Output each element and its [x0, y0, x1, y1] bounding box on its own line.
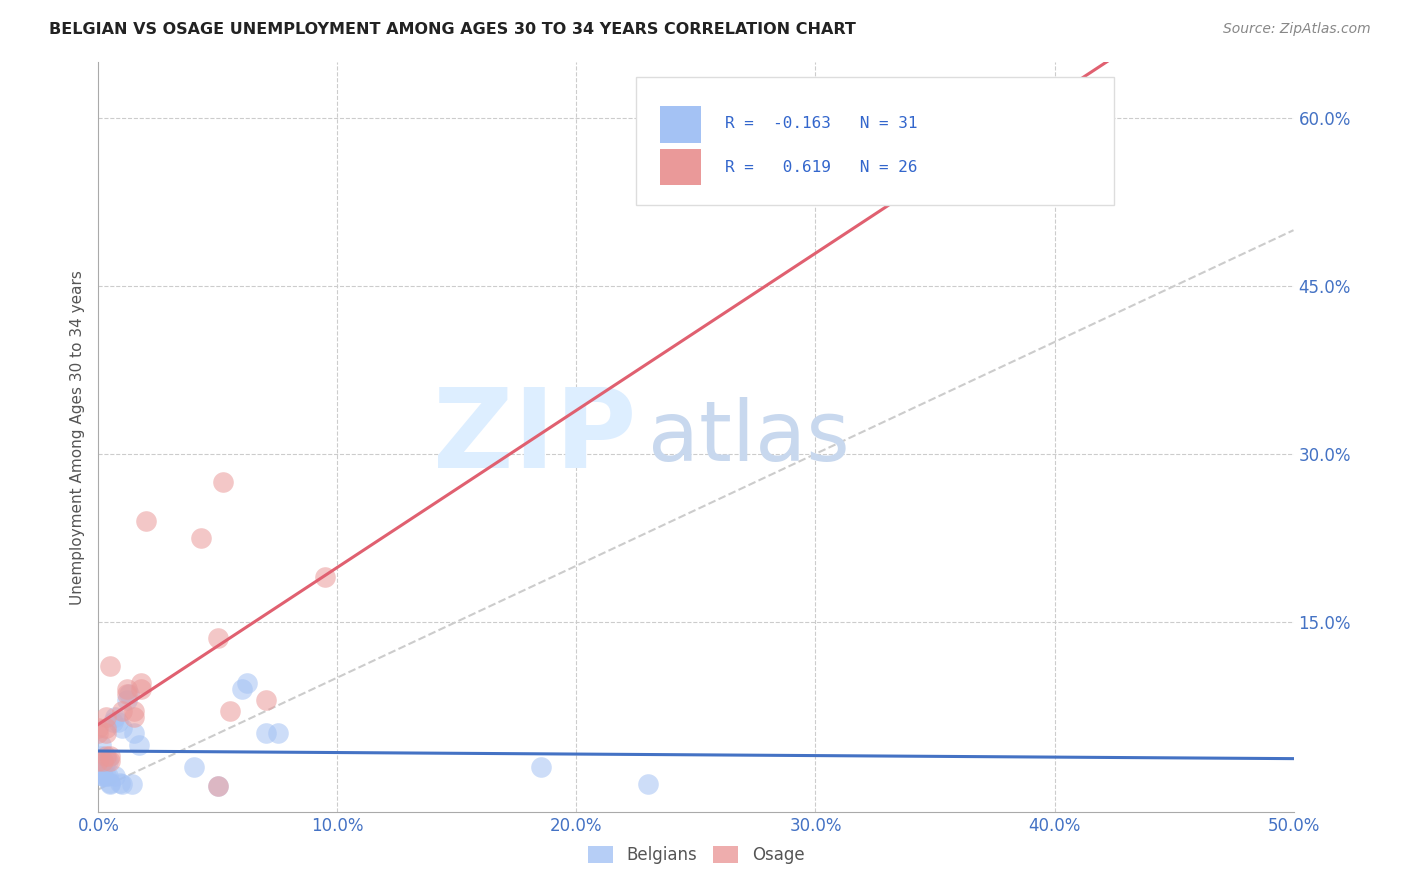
Point [121, 777, 143, 791]
Point [94, 726, 117, 740]
Point [190, 531, 212, 545]
Point [94, 748, 117, 763]
Point [111, 777, 134, 791]
Point [124, 704, 146, 718]
Point [183, 760, 205, 774]
Point [101, 715, 124, 730]
Point [87, 755, 110, 769]
Legend: Belgians, Osage: Belgians, Osage [581, 839, 811, 871]
Point [135, 514, 157, 528]
Text: ZIP: ZIP [433, 384, 637, 491]
Point [637, 777, 659, 791]
Point [231, 681, 253, 696]
Point [87, 765, 110, 780]
FancyBboxPatch shape [661, 106, 700, 143]
Point [98, 777, 122, 791]
Point [211, 475, 233, 489]
Point [98, 659, 122, 673]
Text: R =   0.619   N = 26: R = 0.619 N = 26 [724, 160, 917, 175]
Point [235, 676, 257, 690]
Point [98, 748, 122, 763]
Point [207, 779, 229, 793]
Point [267, 726, 290, 740]
FancyBboxPatch shape [661, 149, 700, 186]
Point [207, 632, 229, 646]
Point [111, 704, 134, 718]
Point [315, 570, 337, 584]
Point [98, 755, 122, 769]
Point [87, 721, 110, 735]
Point [91, 755, 114, 769]
Point [90, 738, 112, 752]
Point [115, 687, 138, 701]
Point [118, 687, 141, 701]
Point [131, 676, 153, 690]
FancyBboxPatch shape [637, 78, 1115, 205]
Point [115, 681, 138, 696]
Point [124, 709, 146, 723]
Point [97, 769, 120, 783]
Point [90, 748, 112, 763]
Point [97, 755, 120, 769]
Point [254, 726, 277, 740]
Point [108, 775, 131, 789]
Point [107, 715, 129, 730]
Text: atlas: atlas [648, 397, 849, 477]
Point [530, 760, 553, 774]
Point [94, 769, 117, 783]
Point [124, 726, 146, 740]
Point [87, 726, 110, 740]
Point [104, 709, 127, 723]
Point [207, 779, 229, 793]
Point [254, 693, 277, 707]
Point [219, 704, 242, 718]
Point [131, 681, 153, 696]
Point [111, 721, 134, 735]
Text: Source: ZipAtlas.com: Source: ZipAtlas.com [1223, 22, 1371, 37]
Point [91, 769, 114, 783]
Point [91, 769, 114, 783]
Text: BELGIAN VS OSAGE UNEMPLOYMENT AMONG AGES 30 TO 34 YEARS CORRELATION CHART: BELGIAN VS OSAGE UNEMPLOYMENT AMONG AGES… [49, 22, 856, 37]
Point [98, 775, 122, 789]
Point [94, 721, 117, 735]
Text: R =  -0.163   N = 31: R = -0.163 N = 31 [724, 116, 917, 131]
Point [104, 769, 127, 783]
Point [94, 709, 117, 723]
Point [94, 755, 117, 769]
Y-axis label: Unemployment Among Ages 30 to 34 years: Unemployment Among Ages 30 to 34 years [69, 269, 84, 605]
Point [128, 738, 150, 752]
Point [115, 693, 138, 707]
